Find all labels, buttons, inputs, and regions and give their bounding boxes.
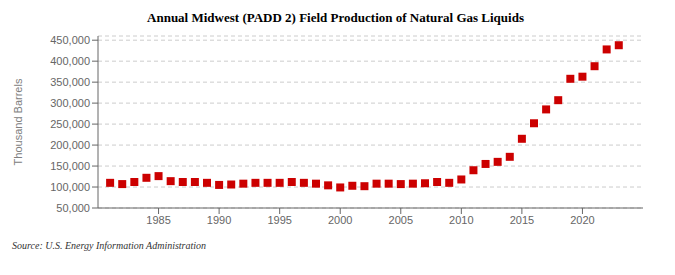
svg-text:450,000: 450,000: [50, 34, 90, 46]
html-text:Annual Midwest (PADD 2) Field: Annual Midwest (PADD 2) Field Production…: [147, 10, 524, 25]
svg-text:300,000: 300,000: [50, 97, 90, 109]
svg-text:150,000: 150,000: [50, 160, 90, 172]
svg-text:2020: 2020: [570, 214, 594, 226]
svg-text:2000: 2000: [328, 214, 352, 226]
svg-text:250,000: 250,000: [50, 118, 90, 130]
svg-text:400,000: 400,000: [50, 55, 90, 67]
svg-text:200,000: 200,000: [50, 139, 90, 151]
svg-text:100,000: 100,000: [50, 181, 90, 193]
svg-text:2005: 2005: [389, 214, 413, 226]
svg-text:2015: 2015: [510, 214, 534, 226]
svg-text:Thousand Barrels: Thousand Barrels: [12, 78, 24, 165]
html-text:Source: U.S. Energy Informatio: Source: U.S. Energy Information Administ…: [12, 240, 207, 251]
svg-text:2010: 2010: [449, 214, 473, 226]
svg-text:1995: 1995: [267, 214, 291, 226]
svg-text:50,000: 50,000: [56, 202, 90, 214]
svg-text:1985: 1985: [146, 214, 170, 226]
svg-text:350,000: 350,000: [50, 76, 90, 88]
svg-text:1990: 1990: [207, 214, 231, 226]
